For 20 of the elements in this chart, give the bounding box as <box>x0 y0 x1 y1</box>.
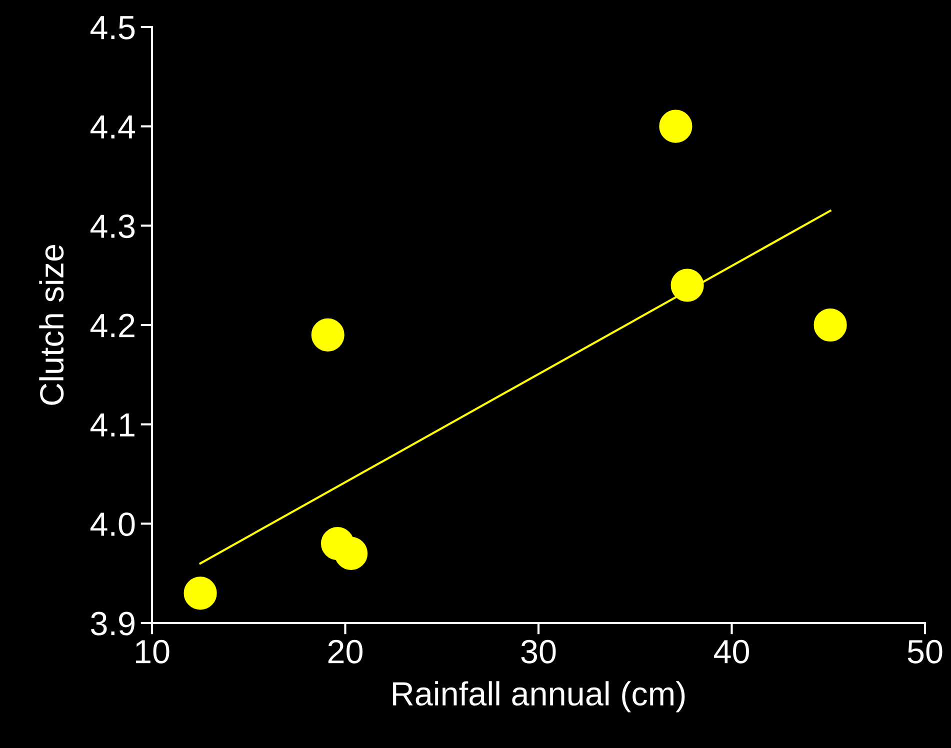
point <box>670 268 704 302</box>
point <box>334 536 368 570</box>
y-tick-label: 4.3 <box>90 214 135 238</box>
x-axis-title: Rainfall annual (cm) <box>393 681 685 712</box>
x-tick-label: 40 <box>714 640 749 664</box>
y-tick-label: 4.0 <box>90 512 135 536</box>
x-tick-label: 10 <box>136 640 170 664</box>
y-tick-label: 4.2 <box>90 314 134 338</box>
y-axis-title: Clutch size <box>39 244 64 405</box>
y-tick-label: 4.4 <box>90 115 136 138</box>
x-tick-label: 50 <box>908 640 942 664</box>
point <box>184 576 217 610</box>
y-tick-label: 4.1 <box>90 413 134 436</box>
x-tick-label: 30 <box>521 640 556 664</box>
y-tick-label: 4.5 <box>90 16 135 40</box>
point <box>659 110 692 143</box>
point <box>311 318 344 352</box>
point <box>814 308 847 342</box>
x-tick-label: 20 <box>328 640 362 664</box>
y-tick-label: 3.9 <box>90 612 134 636</box>
